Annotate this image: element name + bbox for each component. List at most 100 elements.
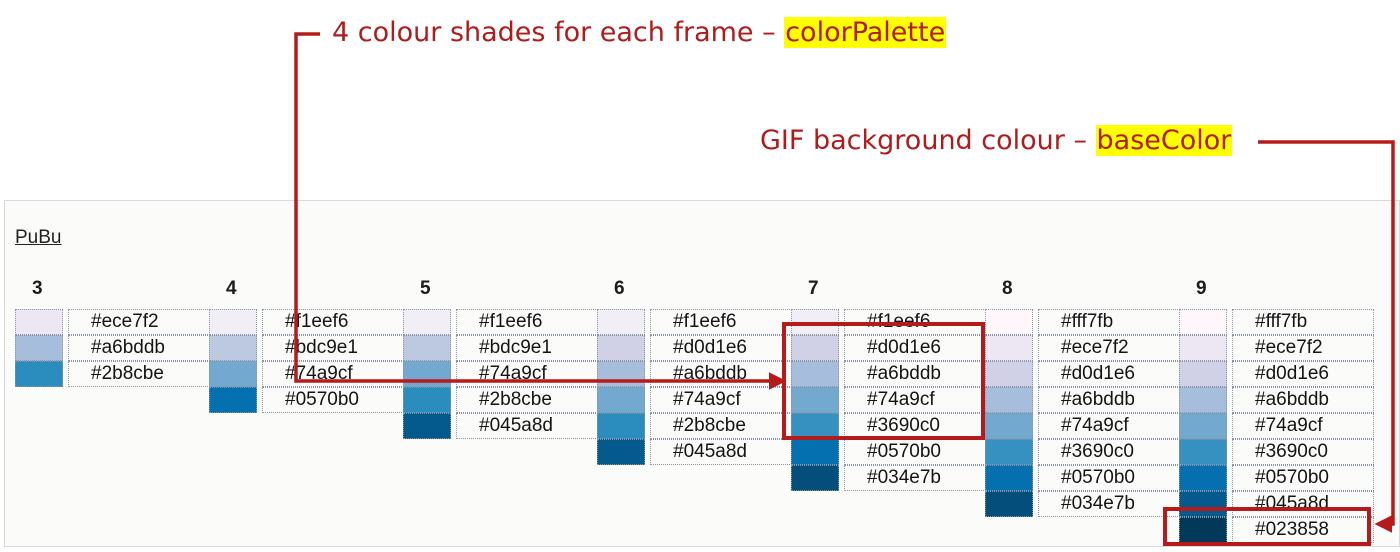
color-swatch	[403, 309, 451, 335]
swatch-column	[985, 309, 1033, 517]
hex-code-cell: #74a9cf	[650, 387, 792, 413]
group-count-label: 9	[1196, 278, 1207, 299]
color-swatch	[985, 361, 1033, 387]
hex-code-cell: #034e7b	[844, 465, 986, 491]
base-color-highlight-box	[1163, 507, 1371, 546]
color-palette-callout: 4 colour shades for each frame – colorPa…	[332, 16, 947, 50]
hex-code-cell: #045a8d	[650, 439, 792, 465]
hex-code-cell: #fff7fb	[1232, 309, 1374, 335]
color-swatch	[209, 309, 257, 335]
color-swatch	[597, 335, 645, 361]
hex-column: #f1eef6 #d0d1e6 #a6bddb #74a9cf #3690c0 #0570…	[844, 309, 986, 491]
color-swatch	[985, 413, 1033, 439]
hex-code-cell: #f1eef6	[456, 309, 598, 335]
group-count-label: 8	[1002, 278, 1013, 299]
scheme-name-link[interactable]: PuBu	[15, 227, 62, 248]
color-swatch	[403, 413, 451, 439]
color-swatch	[791, 439, 839, 465]
color-swatch	[209, 335, 257, 361]
color-swatch	[1179, 439, 1227, 465]
hex-code-cell: #2b8cbe	[68, 361, 210, 387]
color-swatch	[985, 309, 1033, 335]
group-count-label: 7	[808, 278, 819, 299]
color-swatch	[1179, 309, 1227, 335]
hex-code-cell: #f1eef6	[262, 309, 404, 335]
color-swatch	[985, 465, 1033, 491]
base-color-arrow	[1258, 140, 1395, 533]
color-swatch	[597, 413, 645, 439]
swatch-column	[1179, 309, 1227, 543]
hex-code-cell: #ece7f2	[1038, 335, 1180, 361]
color-swatch	[597, 309, 645, 335]
hex-code-cell: #d0d1e6	[844, 335, 986, 361]
color-swatch	[1179, 387, 1227, 413]
color-palette-arrow	[294, 32, 787, 390]
base-color-callout: GIF background colour – baseColor	[760, 124, 1233, 158]
swatch-column	[209, 309, 257, 413]
color-scheme-panel: PuBu 3 #ece7f2 #a6bddb #2b8cbe 4 #f1eef6 #bdc9…	[4, 200, 1400, 547]
swatch-column	[597, 309, 645, 465]
hex-column: #f1eef6 #bdc9e1 #74a9cf #0570b0	[262, 309, 404, 413]
color-swatch	[597, 439, 645, 465]
color-swatch	[985, 439, 1033, 465]
hex-code-cell: #034e7b	[1038, 491, 1180, 517]
hex-code-cell: #bdc9e1	[262, 335, 404, 361]
color-swatch	[209, 387, 257, 413]
color-swatch	[985, 387, 1033, 413]
hex-code-cell: #a6bddb	[1038, 387, 1180, 413]
hex-column: #fff7fb #ece7f2 #d0d1e6 #a6bddb #74a9cf #3690…	[1038, 309, 1180, 517]
hex-column: #f1eef6 #bdc9e1 #74a9cf #2b8cbe #045a8d	[456, 309, 598, 439]
hex-code-cell: #2b8cbe	[650, 413, 792, 439]
hex-code-cell: #ece7f2	[1232, 335, 1374, 361]
hex-code-cell: #74a9cf	[1232, 413, 1374, 439]
base-color-callout-text: GIF background colour –	[760, 125, 1096, 156]
hex-code-cell: #74a9cf	[1038, 413, 1180, 439]
hex-code-cell: #2b8cbe	[456, 387, 598, 413]
group-count-label: 4	[226, 278, 237, 299]
hex-code-cell: #023858	[1232, 517, 1374, 543]
color-swatch	[791, 335, 839, 361]
color-swatch	[1179, 491, 1227, 517]
color-swatch	[403, 335, 451, 361]
color-swatch	[791, 465, 839, 491]
hex-code-cell: #045a8d	[456, 413, 598, 439]
hex-code-cell: #bdc9e1	[456, 335, 598, 361]
color-swatch	[1179, 465, 1227, 491]
color-swatch	[403, 387, 451, 413]
color-swatch	[209, 361, 257, 387]
color-swatch	[597, 387, 645, 413]
hex-code-cell: #ece7f2	[68, 309, 210, 335]
hex-code-cell: #a6bddb	[1232, 387, 1374, 413]
color-swatch	[1179, 517, 1227, 543]
color-swatch	[15, 309, 63, 335]
hex-code-cell: #0570b0	[1038, 465, 1180, 491]
hex-code-cell: #d0d1e6	[1038, 361, 1180, 387]
hex-code-cell: #d0d1e6	[650, 335, 792, 361]
color-swatch	[15, 361, 63, 387]
hex-column: #f1eef6 #d0d1e6 #a6bddb #74a9cf #2b8cbe #045a…	[650, 309, 792, 465]
base-color-key: baseColor	[1095, 125, 1233, 156]
hex-code-cell: #0570b0	[262, 387, 404, 413]
hex-code-cell: #d0d1e6	[1232, 361, 1374, 387]
color-swatch	[791, 361, 839, 387]
color-palette-key: colorPalette	[784, 17, 947, 48]
color-swatch	[791, 413, 839, 439]
group-count-label: 3	[32, 278, 43, 299]
group-count-label: 6	[614, 278, 625, 299]
hex-code-cell: #f1eef6	[650, 309, 792, 335]
swatch-column	[15, 309, 63, 387]
hex-code-cell: #a6bddb	[844, 361, 986, 387]
color-palette-callout-text: 4 colour shades for each frame –	[332, 17, 785, 48]
color-swatch	[985, 491, 1033, 517]
hex-code-cell: #0570b0	[1232, 465, 1374, 491]
color-swatch	[791, 387, 839, 413]
hex-code-cell: #3690c0	[1232, 439, 1374, 465]
color-swatch	[1179, 361, 1227, 387]
hex-code-cell: #74a9cf	[844, 387, 986, 413]
hex-code-cell: #0570b0	[844, 439, 986, 465]
hex-column: #ece7f2 #a6bddb #2b8cbe	[68, 309, 210, 387]
color-swatch	[1179, 413, 1227, 439]
hex-column: #fff7fb #ece7f2 #d0d1e6 #a6bddb #74a9cf #3690…	[1232, 309, 1374, 543]
color-swatch	[985, 335, 1033, 361]
